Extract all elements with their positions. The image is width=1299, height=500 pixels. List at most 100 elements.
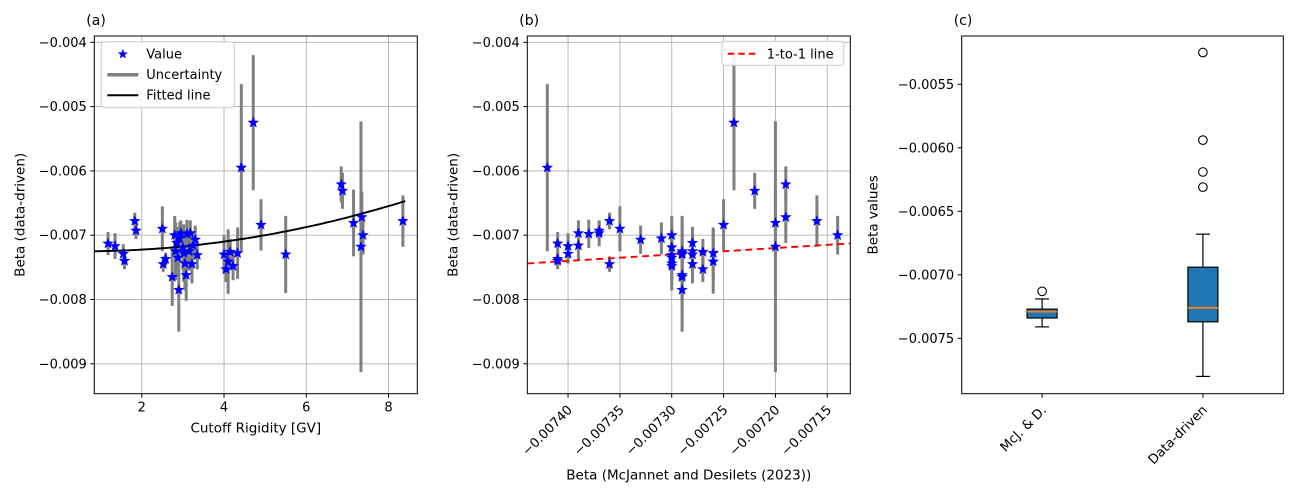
panel-a-legend: Value Uncertainty Fitted line <box>100 41 235 109</box>
data-point <box>686 258 699 269</box>
panel-b-x-axis: −0.00740−0.00735−0.00730−0.00725−0.00720… <box>520 393 835 459</box>
data-point <box>707 255 719 267</box>
data-point <box>181 227 193 239</box>
outlier-point <box>1198 182 1208 193</box>
iqr-box <box>1187 266 1219 323</box>
data-point <box>666 249 678 260</box>
data-point <box>183 245 195 257</box>
data-point <box>169 245 182 257</box>
x-tick-label: −0.00725 <box>675 403 731 459</box>
data-points <box>541 116 844 295</box>
data-point <box>686 248 699 260</box>
data-point <box>551 237 564 249</box>
panel-c-y-label: Beta values <box>866 175 882 254</box>
data-point <box>356 211 368 223</box>
y-tick-label: −0.004 <box>472 36 520 51</box>
data-point <box>728 116 740 128</box>
data-point <box>335 178 347 190</box>
panel-a-y-axis: −0.004 −0.005 −0.006 −0.007 −0.008 −0.009 <box>39 36 95 372</box>
data-points <box>102 116 409 295</box>
data-point <box>697 263 709 275</box>
y-tick-label: −0.0075 <box>898 332 954 347</box>
data-point <box>355 240 367 252</box>
y-tick-label: −0.006 <box>39 164 87 179</box>
data-point <box>166 271 178 282</box>
data-point <box>562 240 574 251</box>
data-point <box>189 233 201 245</box>
data-point <box>227 260 239 271</box>
data-point <box>397 215 409 226</box>
data-point <box>666 241 678 253</box>
outlier-point <box>1198 167 1208 177</box>
legend-box <box>100 41 235 109</box>
data-point <box>168 229 181 241</box>
y-tick-label: −0.0070 <box>898 268 954 283</box>
data-point <box>191 249 204 260</box>
data-point <box>748 184 761 196</box>
y-tick-label: −0.006 <box>472 164 520 179</box>
legend-label: Uncertainty <box>146 68 222 83</box>
data-point <box>175 227 187 239</box>
data-point <box>831 229 844 241</box>
data-point <box>255 218 267 230</box>
panel-a-plot-area <box>94 55 409 373</box>
data-point <box>222 255 234 267</box>
outlier-point <box>1198 47 1208 58</box>
panel-b-title: (b) <box>519 13 539 29</box>
data-point <box>129 215 141 226</box>
data-point <box>541 161 554 173</box>
data-point <box>603 215 616 226</box>
outlier-point <box>1198 135 1208 146</box>
data-point <box>109 240 121 251</box>
data-point <box>357 229 369 241</box>
data-point <box>666 260 678 271</box>
y-tick-label: −0.005 <box>39 100 87 115</box>
panel-c-plot-area <box>1026 47 1219 378</box>
panel-b-y-label: Beta (data-driven) <box>445 153 461 277</box>
panel-c: −0.0055 −0.0060 −0.0065 −0.0070 −0.0075 McJ. … <box>866 13 1284 468</box>
data-point <box>178 247 190 259</box>
x-tick-label: 4 <box>220 401 228 416</box>
data-point <box>177 241 189 253</box>
x-tick-label: −0.00735 <box>571 403 627 459</box>
box-data-driven <box>1187 47 1219 378</box>
data-point <box>583 227 595 239</box>
legend-label: Fitted line <box>146 89 210 104</box>
fitted-line <box>94 200 406 253</box>
data-point <box>717 218 730 230</box>
iqr-box <box>1026 308 1058 319</box>
data-point <box>634 233 647 245</box>
data-point <box>218 248 230 260</box>
panel-a-y-label: Beta (data-driven) <box>12 153 28 277</box>
panel-c-y-axis: −0.0055 −0.0060 −0.0065 −0.0070 −0.0075 <box>898 78 962 347</box>
legend-label: Value <box>146 48 182 63</box>
data-point <box>179 257 191 269</box>
panel-a-x-axis: 2 4 6 8 <box>138 393 393 416</box>
data-point <box>780 178 792 190</box>
data-point <box>280 248 292 260</box>
panel-a-spines <box>93 35 418 395</box>
data-point <box>173 232 186 244</box>
data-point <box>655 232 668 244</box>
data-point <box>603 258 616 269</box>
x-tick-label: Data-driven <box>1146 403 1211 468</box>
x-tick-label: 6 <box>302 401 310 416</box>
data-point <box>224 245 236 257</box>
data-point <box>173 283 185 295</box>
data-point <box>117 247 129 259</box>
data-point <box>102 237 114 249</box>
data-point <box>676 283 688 295</box>
y-tick-label: −0.0065 <box>898 205 954 220</box>
data-point <box>118 254 131 266</box>
data-point <box>697 245 709 257</box>
y-tick-label: −0.009 <box>472 357 520 372</box>
y-tick-label: −0.008 <box>472 293 520 308</box>
data-point <box>551 252 564 264</box>
panel-a-x-label: Cutoff Rigidity [GV] <box>190 421 321 437</box>
data-point <box>186 258 198 269</box>
y-tick-label: −0.007 <box>39 229 87 244</box>
data-point <box>572 227 585 239</box>
y-tick-label: −0.0060 <box>898 141 954 156</box>
